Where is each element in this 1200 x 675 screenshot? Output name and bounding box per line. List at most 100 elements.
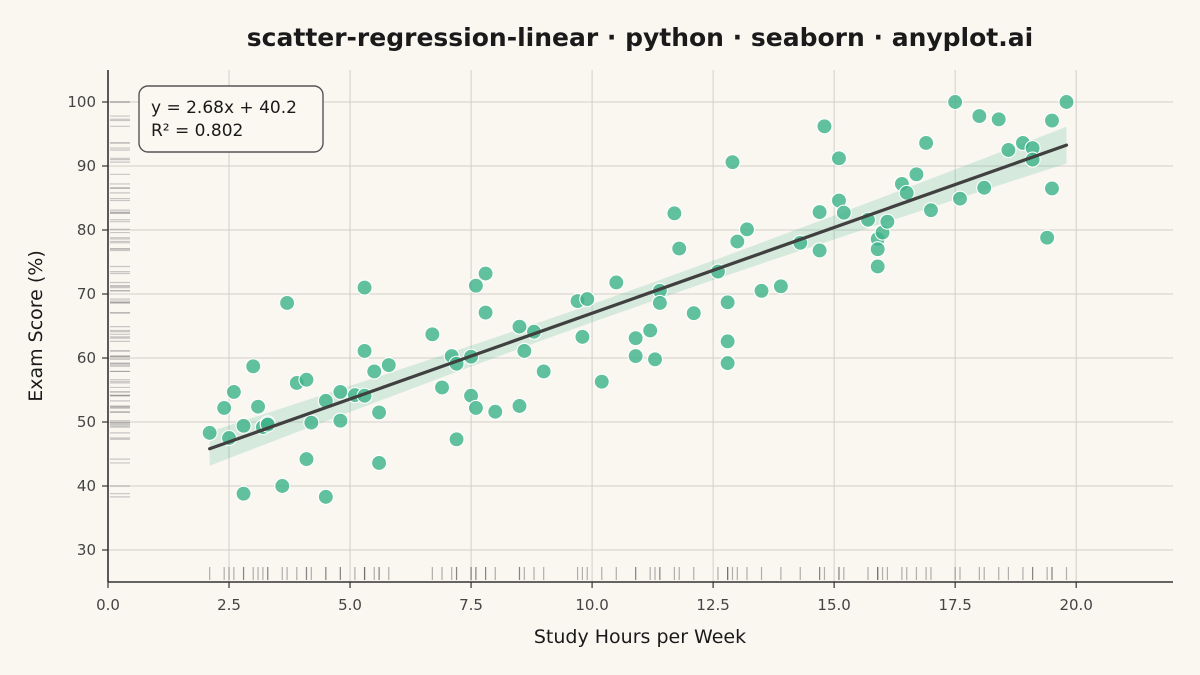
data-point <box>642 322 659 339</box>
data-point <box>467 277 484 294</box>
data-point <box>235 485 252 502</box>
data-point <box>371 454 388 472</box>
data-point <box>448 431 465 448</box>
x-axis-ticks: 0.0 2.5 5.0 7.5 10.0 12.5 15.0 17.5 20.0 <box>96 582 1093 614</box>
data-point <box>574 328 591 345</box>
data-point <box>816 118 833 135</box>
data-point <box>279 294 296 312</box>
x-tick-label: 0.0 <box>96 596 120 614</box>
data-point <box>579 291 596 308</box>
y-tick-label: 30 <box>77 541 96 559</box>
data-point <box>332 383 349 400</box>
data-point <box>250 398 267 415</box>
data-point <box>477 265 494 282</box>
data-point <box>235 417 252 434</box>
data-point <box>511 397 528 415</box>
data-point <box>225 383 242 400</box>
data-point <box>298 451 315 468</box>
data-point <box>380 356 397 374</box>
data-point <box>666 205 683 222</box>
data-point <box>918 134 935 152</box>
data-point <box>424 326 441 343</box>
data-point <box>671 240 688 257</box>
data-point <box>298 371 315 388</box>
data-point <box>971 108 988 125</box>
x-axis-label: Study Hours per Week <box>534 626 746 648</box>
x-tick-label: 10.0 <box>575 596 608 614</box>
y-tick-label: 70 <box>77 285 96 303</box>
data-point <box>830 150 848 167</box>
data-point <box>753 282 770 299</box>
data-point <box>922 202 940 219</box>
data-point <box>356 279 373 296</box>
x-tick-label: 7.5 <box>459 596 483 614</box>
x-tick-label: 2.5 <box>217 596 241 614</box>
data-point <box>908 166 925 183</box>
data-point <box>729 233 746 250</box>
data-point <box>879 213 896 230</box>
y-tick-label: 60 <box>77 349 96 367</box>
data-point <box>869 241 886 258</box>
data-point <box>1000 141 1017 159</box>
data-point <box>811 204 828 221</box>
data-point <box>593 373 610 390</box>
data-point <box>976 179 993 196</box>
data-point <box>651 294 668 312</box>
y-tick-label: 80 <box>77 221 96 239</box>
data-point <box>245 358 262 375</box>
y-rug-layer <box>110 101 130 498</box>
data-point <box>898 184 915 201</box>
y-axis-label: Exam Score (%) <box>25 250 47 402</box>
data-point <box>646 351 664 368</box>
data-point <box>371 404 388 421</box>
y-axis-ticks: 30 40 50 60 70 80 90 100 <box>67 93 108 559</box>
regression-line-layer <box>208 143 1069 451</box>
data-point <box>317 488 334 505</box>
y-tick-label: 50 <box>77 413 96 431</box>
x-tick-label: 20.0 <box>1059 596 1092 614</box>
data-point <box>274 477 291 495</box>
x-tick-label: 17.5 <box>938 596 971 614</box>
data-point <box>467 399 484 416</box>
data-point <box>738 221 756 238</box>
axes <box>107 70 1173 583</box>
data-point <box>724 154 741 171</box>
data-point <box>719 355 736 372</box>
x-rug-layer <box>209 567 1068 580</box>
data-point <box>535 363 552 380</box>
y-tick-label: 90 <box>77 157 96 175</box>
data-point <box>303 414 320 431</box>
data-point <box>356 342 373 360</box>
data-point <box>332 412 349 429</box>
data-point <box>433 379 451 396</box>
data-point <box>627 330 644 347</box>
regression-line <box>208 143 1069 451</box>
y-tick-label: 100 <box>67 93 96 111</box>
data-point <box>835 204 852 221</box>
x-tick-label: 15.0 <box>817 596 850 614</box>
data-point <box>487 403 504 420</box>
regression-annotation-box: y = 2.68x + 40.2 R² = 0.802 <box>138 85 324 153</box>
data-point <box>869 258 886 275</box>
data-point <box>947 93 964 111</box>
data-point <box>216 399 233 416</box>
data-point <box>608 274 625 291</box>
x-tick-label: 12.5 <box>696 596 729 614</box>
data-point <box>951 190 969 207</box>
grid-lines <box>107 70 1173 582</box>
data-point <box>772 278 789 295</box>
data-point <box>477 304 494 321</box>
data-point <box>1039 229 1056 246</box>
annotation-frame <box>138 85 324 153</box>
data-point <box>719 333 736 350</box>
data-point <box>990 111 1007 128</box>
data-point <box>1043 180 1061 197</box>
chart-title: scatter-regression-linear · python · sea… <box>247 23 1033 52</box>
data-point <box>627 348 644 365</box>
data-point <box>511 318 528 335</box>
data-point <box>685 305 702 322</box>
r-squared-value: R² = 0.802 <box>151 121 243 141</box>
regression-equation: y = 2.68x + 40.2 <box>151 98 297 118</box>
